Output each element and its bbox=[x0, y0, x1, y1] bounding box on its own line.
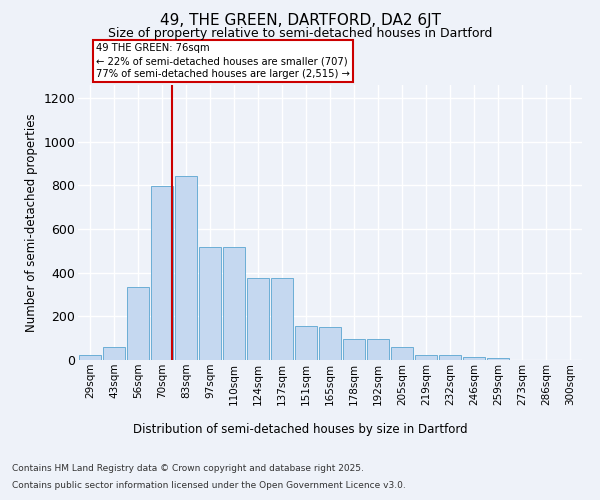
Bar bbox=[367, 338, 389, 360]
Bar bbox=[415, 354, 437, 360]
Bar bbox=[199, 246, 221, 360]
Bar bbox=[247, 278, 269, 360]
Bar bbox=[271, 278, 293, 360]
Bar bbox=[103, 347, 125, 360]
Bar bbox=[463, 357, 485, 360]
Bar bbox=[127, 287, 149, 360]
Bar bbox=[487, 358, 509, 360]
Bar bbox=[295, 326, 317, 360]
Text: 49, THE GREEN, DARTFORD, DA2 6JT: 49, THE GREEN, DARTFORD, DA2 6JT bbox=[160, 12, 440, 28]
Text: 49 THE GREEN: 76sqm
← 22% of semi-detached houses are smaller (707)
77% of semi-: 49 THE GREEN: 76sqm ← 22% of semi-detach… bbox=[95, 43, 350, 80]
Y-axis label: Number of semi-detached properties: Number of semi-detached properties bbox=[25, 113, 38, 332]
Text: Contains public sector information licensed under the Open Government Licence v3: Contains public sector information licen… bbox=[12, 481, 406, 490]
Bar bbox=[439, 355, 461, 360]
Bar bbox=[175, 176, 197, 360]
Text: Contains HM Land Registry data © Crown copyright and database right 2025.: Contains HM Land Registry data © Crown c… bbox=[12, 464, 364, 473]
Bar bbox=[223, 246, 245, 360]
Bar bbox=[79, 354, 101, 360]
Text: Distribution of semi-detached houses by size in Dartford: Distribution of semi-detached houses by … bbox=[133, 422, 467, 436]
Bar bbox=[391, 347, 413, 360]
Text: Size of property relative to semi-detached houses in Dartford: Size of property relative to semi-detach… bbox=[108, 28, 492, 40]
Bar bbox=[343, 338, 365, 360]
Bar bbox=[151, 186, 173, 360]
Bar bbox=[319, 327, 341, 360]
